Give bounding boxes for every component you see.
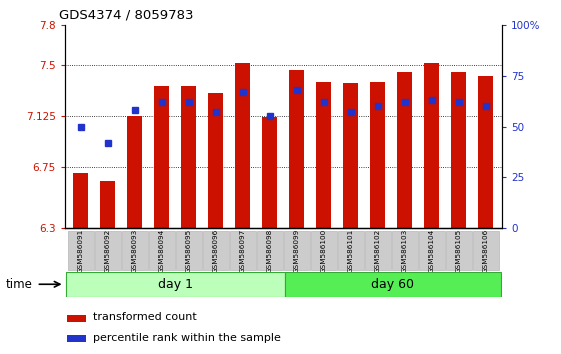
Text: GSM586104: GSM586104 xyxy=(429,228,435,273)
Bar xyxy=(284,230,310,270)
Bar xyxy=(127,116,142,228)
Bar xyxy=(284,272,501,297)
Bar xyxy=(68,230,94,270)
Text: time: time xyxy=(6,278,33,291)
Bar xyxy=(176,230,202,270)
Bar xyxy=(425,63,439,228)
Bar xyxy=(452,72,466,228)
Text: GSM586101: GSM586101 xyxy=(348,228,354,273)
Text: GSM586103: GSM586103 xyxy=(402,228,408,273)
Bar xyxy=(343,83,358,228)
Bar xyxy=(230,230,256,270)
Bar xyxy=(95,230,121,270)
Text: day 60: day 60 xyxy=(371,278,414,291)
Bar xyxy=(473,230,499,270)
Bar xyxy=(67,335,86,342)
Bar xyxy=(149,230,174,270)
Text: GSM586094: GSM586094 xyxy=(159,228,165,273)
Text: day 1: day 1 xyxy=(158,278,193,291)
Text: GSM586106: GSM586106 xyxy=(483,228,489,273)
Bar xyxy=(67,315,86,322)
Text: GSM586100: GSM586100 xyxy=(321,228,327,273)
Bar xyxy=(122,230,148,270)
Text: GSM586102: GSM586102 xyxy=(375,228,381,273)
Text: GSM586092: GSM586092 xyxy=(105,228,111,273)
Bar xyxy=(236,63,250,228)
Text: GSM586099: GSM586099 xyxy=(294,228,300,273)
Text: GSM586091: GSM586091 xyxy=(78,228,84,273)
Bar xyxy=(338,230,364,270)
Text: percentile rank within the sample: percentile rank within the sample xyxy=(93,332,281,343)
Text: GSM586095: GSM586095 xyxy=(186,228,192,273)
Bar xyxy=(419,230,445,270)
Bar xyxy=(154,86,169,228)
Text: GSM586096: GSM586096 xyxy=(213,228,219,273)
Bar xyxy=(208,93,223,228)
Bar xyxy=(263,117,277,228)
Text: GDS4374 / 8059783: GDS4374 / 8059783 xyxy=(59,8,194,21)
Bar xyxy=(289,69,304,228)
Text: GSM586098: GSM586098 xyxy=(267,228,273,273)
Bar xyxy=(181,86,196,228)
Bar xyxy=(257,230,283,270)
Bar xyxy=(397,72,412,228)
Bar xyxy=(73,173,88,228)
Bar xyxy=(203,230,229,270)
Bar xyxy=(479,76,493,228)
Bar xyxy=(370,82,385,228)
Bar xyxy=(100,181,115,228)
Bar xyxy=(311,230,337,270)
Bar xyxy=(365,230,391,270)
Text: GSM586105: GSM586105 xyxy=(456,228,462,273)
Text: transformed count: transformed count xyxy=(93,312,197,322)
Bar xyxy=(446,230,472,270)
Text: GSM586093: GSM586093 xyxy=(132,228,138,273)
Text: GSM586097: GSM586097 xyxy=(240,228,246,273)
Bar xyxy=(66,272,284,297)
Bar xyxy=(392,230,418,270)
Bar xyxy=(316,82,331,228)
